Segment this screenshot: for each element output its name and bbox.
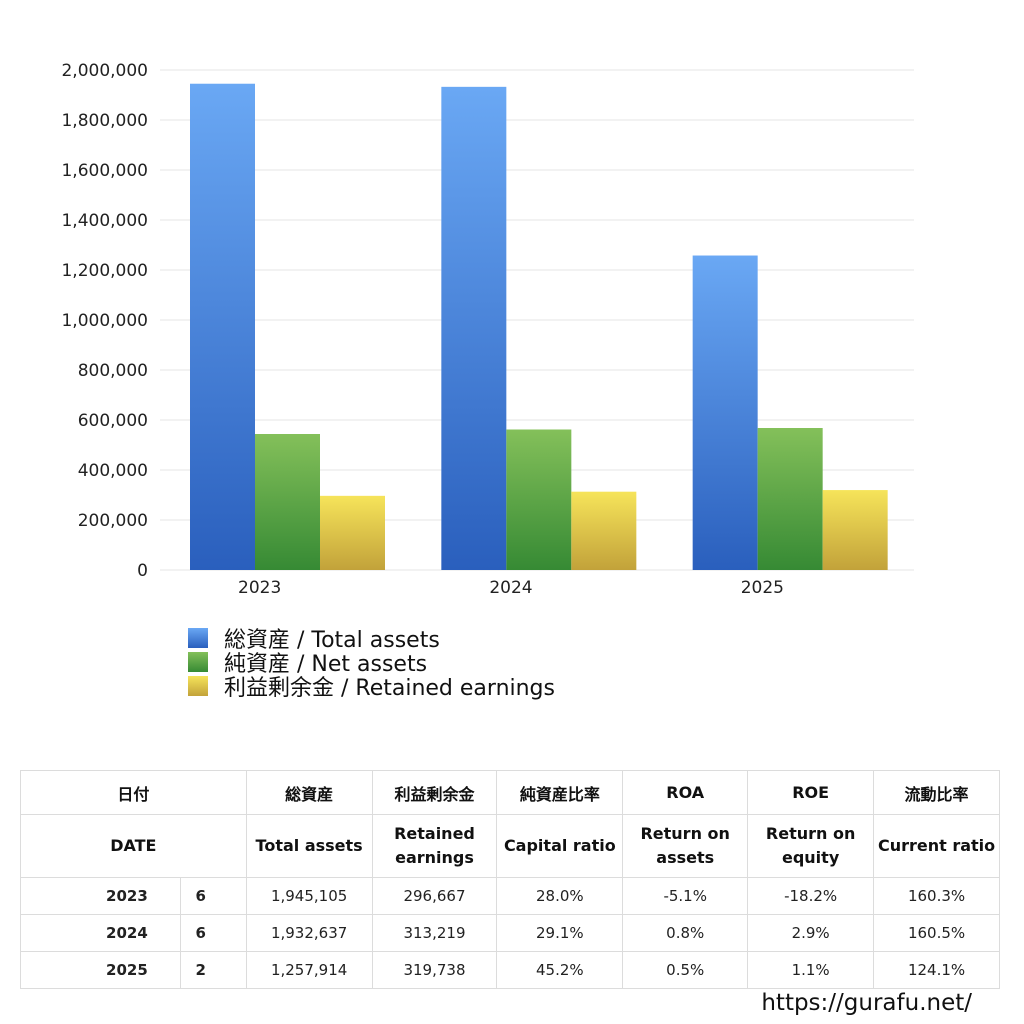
cell-retained-earnings: 319,738 — [371, 951, 498, 989]
y-tick-label: 1,600,000 — [61, 161, 148, 181]
col-header-date-jp: 日付 — [20, 770, 247, 815]
cell-total-assets: 1,945,105 — [245, 877, 373, 915]
legend-swatch-retained-earnings — [188, 676, 208, 696]
table-row: 2025 2 1,257,914 319,738 45.2% 0.5% 1.1%… — [20, 951, 1000, 989]
y-tick-label: 0 — [137, 561, 148, 581]
y-tick-label: 400,000 — [78, 461, 148, 481]
table-row: 2023 6 1,945,105 296,667 28.0% -5.1% -18… — [20, 877, 1000, 915]
cell-roa: 0.8% — [622, 914, 749, 952]
legend-swatch-total-assets — [188, 628, 208, 648]
col-header-retained-earnings-en: Retained earnings — [371, 814, 498, 878]
col-header-date-en: DATE — [20, 814, 247, 878]
cell-retained-earnings: 296,667 — [371, 877, 498, 915]
cell-months: 2 — [179, 951, 247, 989]
bar-net-assets — [255, 434, 320, 570]
col-header-roa-en: Return on assets — [622, 814, 749, 878]
cell-months: 6 — [179, 914, 247, 952]
bar-total-assets — [190, 83, 255, 570]
legend-label-net-assets: 純資産 / Net assets — [224, 652, 428, 677]
y-tick-label: 2,000,000 — [61, 61, 148, 81]
cell-roe: 1.1% — [747, 951, 875, 989]
source-url[interactable]: https://gurafu.net/ — [761, 990, 972, 1016]
cell-total-assets: 1,932,637 — [245, 914, 373, 952]
col-header-total-assets-en: Total assets — [245, 814, 373, 878]
cell-year: 2023 — [20, 877, 181, 915]
legend-item-retained-earnings: 利益剰余金 / Retained earnings — [188, 674, 555, 701]
bar-chart: 0 200,000 400,000 600,000 800,000 1,000,000 1,… — [61, 61, 914, 598]
col-header-roe-jp: ROE — [747, 770, 875, 815]
legend-label-retained-earnings: 利益剰余金 / Retained earnings — [224, 676, 555, 701]
legend-label-total-assets: 総資産 / Total assets — [224, 628, 440, 653]
x-tick-label: 2024 — [489, 578, 532, 598]
x-tick-label: 2023 — [238, 578, 281, 598]
col-header-roa-jp: ROA — [622, 770, 749, 815]
col-header-roe-en-text: Return on equity — [765, 824, 856, 867]
y-tick-label: 1,800,000 — [61, 111, 148, 131]
legend-item-net-assets: 純資産 / Net assets — [188, 650, 555, 677]
cell-retained-earnings: 313,219 — [371, 914, 498, 952]
col-header-retained-earnings-jp: 利益剰余金 — [371, 770, 498, 815]
col-header-total-assets-jp: 総資産 — [245, 770, 373, 815]
cell-months: 6 — [179, 877, 247, 915]
col-header-capital-ratio-jp: 純資産比率 — [496, 770, 624, 815]
cell-capital-ratio: 45.2% — [496, 951, 624, 989]
col-header-current-ratio-jp: 流動比率 — [873, 770, 1000, 815]
table-header-row-en: DATE Total assets Retained earnings Capi… — [20, 814, 1000, 878]
table-header-row-jp: 日付 総資産 利益剰余金 純資産比率 ROA ROE 流動比率 — [20, 770, 1000, 815]
y-tick-label: 600,000 — [78, 411, 148, 431]
cell-current-ratio: 160.3% — [873, 877, 1000, 915]
cell-roa: -5.1% — [622, 877, 749, 915]
bar-net-assets — [757, 428, 823, 570]
y-tick-label: 1,400,000 — [61, 211, 148, 231]
cell-year: 2025 — [20, 951, 181, 989]
cell-total-assets: 1,257,914 — [245, 951, 373, 989]
legend-swatch-net-assets — [188, 652, 208, 672]
cell-roe: 2.9% — [747, 914, 875, 952]
col-header-roe-en: Return on equity — [747, 814, 875, 878]
y-tick-label: 800,000 — [78, 361, 148, 381]
col-header-current-ratio-en: Current ratio — [873, 814, 1000, 878]
cell-current-ratio: 124.1% — [873, 951, 1000, 989]
cell-roe: -18.2% — [747, 877, 875, 915]
x-tick-label: 2025 — [741, 578, 784, 598]
bars — [190, 83, 888, 571]
y-tick-label: 1,200,000 — [61, 261, 148, 281]
bar-total-assets — [692, 255, 758, 571]
bar-total-assets — [441, 86, 507, 570]
bar-retained-earnings — [822, 490, 888, 570]
y-axis-ticks: 0 200,000 400,000 600,000 800,000 1,000,000 1,… — [61, 61, 148, 581]
bar-retained-earnings — [571, 491, 637, 570]
cell-roa: 0.5% — [622, 951, 749, 989]
x-axis-ticks: 2023 2024 2025 — [238, 578, 784, 598]
col-header-retained-earnings-en-text: Retained earnings — [394, 824, 475, 867]
cell-year: 2024 — [20, 914, 181, 952]
y-tick-label: 1,000,000 — [61, 311, 148, 331]
bar-retained-earnings — [320, 495, 385, 570]
y-tick-label: 200,000 — [78, 511, 148, 531]
cell-capital-ratio: 29.1% — [496, 914, 624, 952]
bar-net-assets — [506, 429, 572, 570]
col-header-roa-en-text: Return on assets — [640, 824, 730, 867]
table-row: 2024 6 1,932,637 313,219 29.1% 0.8% 2.9%… — [20, 914, 1000, 952]
col-header-capital-ratio-en: Capital ratio — [496, 814, 624, 878]
cell-capital-ratio: 28.0% — [496, 877, 624, 915]
legend-item-total-assets: 総資産 / Total assets — [188, 626, 555, 653]
cell-current-ratio: 160.5% — [873, 914, 1000, 952]
legend: 総資産 / Total assets 純資産 / Net assets 利益剰余… — [188, 626, 555, 701]
financial-metrics-table: 日付 総資産 利益剰余金 純資産比率 ROA ROE 流動比率 DATE Tot… — [20, 770, 1000, 989]
